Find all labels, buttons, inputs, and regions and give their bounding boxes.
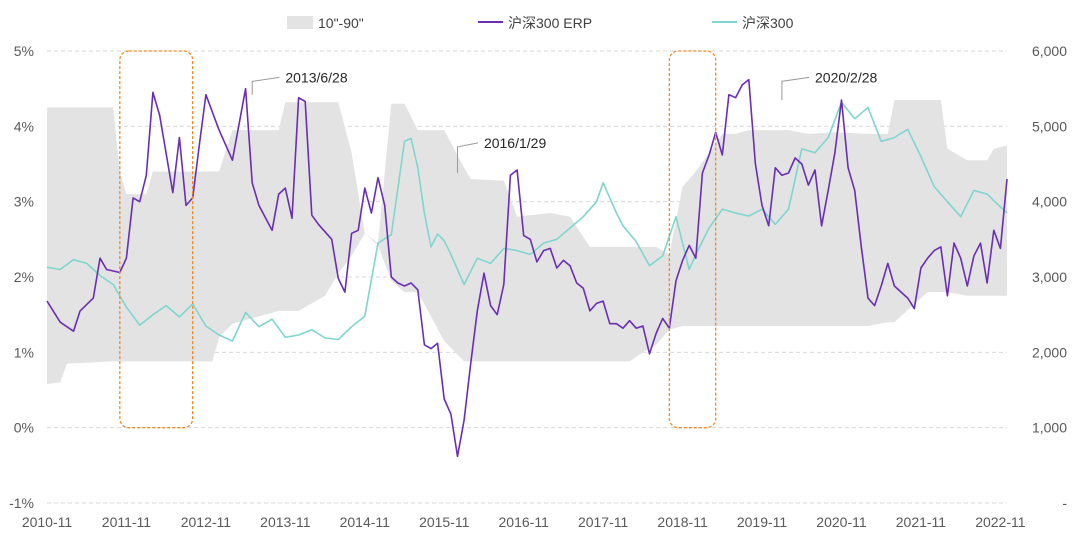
x-axis: 2010-11 2011-11 2012-11 2013-11 2014-11 2015-… [22,514,1026,530]
legend-band-label: 10"-90" [318,15,364,31]
y-left-tick-5: 4% [14,118,34,134]
x-tick-12: 2022-11 [975,514,1026,530]
annotation-label-0: 2013/6/28 [285,69,347,85]
index-series [46,101,1008,342]
annotation-leader-0 [251,76,280,95]
legend-index-label: 沪深300 [742,15,794,31]
y-left-tick-2: 1% [14,344,34,360]
x-tick-8: 2018-11 [657,514,708,530]
x-tick-10: 2020-11 [816,514,867,530]
y-right-tick-4: 4,000 [1032,194,1067,210]
y-right-tick-6: 6,000 [1032,43,1067,59]
y-right-tick-2: 2,000 [1032,344,1067,360]
y-right-tick-5: 5,000 [1032,118,1067,134]
x-tick-11: 2021-11 [896,514,947,530]
right-axis: - 1,000 2,000 3,000 4,000 5,000 6,000 [1032,43,1067,511]
highlight-box-0 [119,50,194,429]
legend-erp-label: 沪深300 ERP [508,15,592,31]
x-tick-0: 2010-11 [22,514,73,530]
annotations: 2013/6/28 2016/1/29 2020/2/28 [251,69,877,174]
annotation-label-2: 2020/2/28 [815,69,877,85]
erp-line [46,78,1008,458]
y-left-tick-0: -1% [9,495,34,511]
index-line [46,101,1008,342]
y-left-tick-4: 3% [14,194,34,210]
x-tick-3: 2013-11 [260,514,311,530]
y-right-tick-0: - [1062,495,1067,511]
y-left-tick-1: 0% [14,420,34,436]
x-tick-4: 2014-11 [340,514,391,530]
highlight-box-1 [668,50,717,429]
x-tick-7: 2017-11 [578,514,629,530]
y-right-tick-3: 3,000 [1032,269,1067,285]
y-left-tick-3: 2% [14,269,34,285]
legend: 10"-90" 沪深300 ERP 沪深300 [287,15,794,31]
y-left-tick-6: 5% [14,43,34,59]
erp-series [46,78,1008,458]
percentile-band [47,100,1007,384]
x-tick-2: 2012-11 [181,514,232,530]
left-axis: -1% 0% 1% 2% 3% 4% 5% [9,43,34,511]
y-right-tick-1: 1,000 [1032,420,1067,436]
annotation-leader-2 [781,76,810,100]
x-tick-6: 2016-11 [499,514,550,530]
x-tick-5: 2015-11 [419,514,470,530]
x-tick-1: 2011-11 [102,514,152,530]
annotation-leader-1 [456,142,479,174]
highlight-boxes [119,50,717,429]
x-tick-9: 2019-11 [737,514,788,530]
band-area [47,100,1007,384]
legend-band-swatch [287,16,313,29]
annotation-label-1: 2016/1/29 [484,135,546,151]
